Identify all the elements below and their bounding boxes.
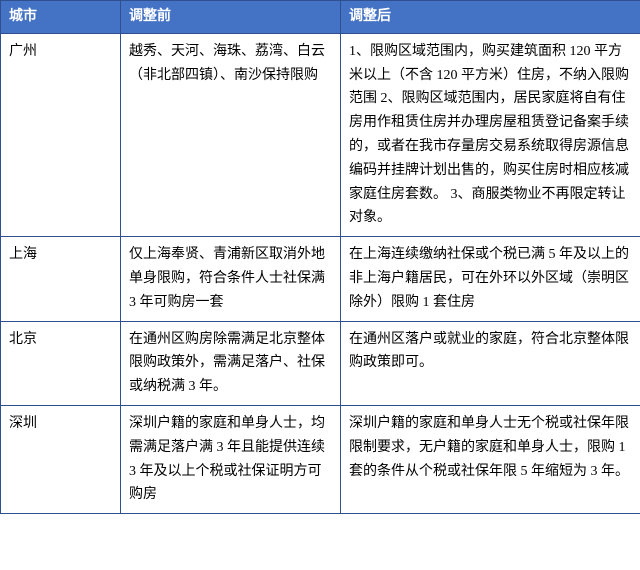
table-row: 上海 仅上海奉贤、青浦新区取消外地单身限购，符合条件人士社保满 3 年可购房一套… xyxy=(1,237,640,321)
policy-table: 城市 调整前 调整后 广州 越秀、天河、海珠、荔湾、白云（非北部四镇）、南沙保持… xyxy=(0,0,640,514)
cell-city: 上海 xyxy=(1,237,121,321)
cell-before: 仅上海奉贤、青浦新区取消外地单身限购，符合条件人士社保满 3 年可购房一套 xyxy=(121,237,341,321)
policy-table-wrap: 城市 调整前 调整后 广州 越秀、天河、海珠、荔湾、白云（非北部四镇）、南沙保持… xyxy=(0,0,640,514)
cell-before: 在通州区购房除需满足北京整体限购政策外，需满足落户、社保或纳税满 3 年。 xyxy=(121,321,341,405)
header-row: 城市 调整前 调整后 xyxy=(1,1,640,34)
cell-city: 北京 xyxy=(1,321,121,405)
col-header-before: 调整前 xyxy=(121,1,341,34)
table-head: 城市 调整前 调整后 xyxy=(1,1,640,34)
table-row: 北京 在通州区购房除需满足北京整体限购政策外，需满足落户、社保或纳税满 3 年。… xyxy=(1,321,640,405)
cell-before: 深圳户籍的家庭和单身人士，均需满足落户满 3 年且能提供连续 3 年及以上个税或… xyxy=(121,405,341,513)
table-body: 广州 越秀、天河、海珠、荔湾、白云（非北部四镇）、南沙保持限购 1、限购区域范围… xyxy=(1,33,640,513)
col-header-after: 调整后 xyxy=(341,1,640,34)
cell-after: 在通州区落户或就业的家庭，符合北京整体限购政策即可。 xyxy=(341,321,640,405)
cell-after: 深圳户籍的家庭和单身人士无个税或社保年限限制要求，无户籍的家庭和单身人士，限购 … xyxy=(341,405,640,513)
cell-after: 1、限购区域范围内，购买建筑面积 120 平方米以上（不含 120 平方米）住房… xyxy=(341,33,640,236)
cell-city: 深圳 xyxy=(1,405,121,513)
col-header-city: 城市 xyxy=(1,1,121,34)
cell-city: 广州 xyxy=(1,33,121,236)
table-row: 广州 越秀、天河、海珠、荔湾、白云（非北部四镇）、南沙保持限购 1、限购区域范围… xyxy=(1,33,640,236)
cell-after: 在上海连续缴纳社保或个税已满 5 年及以上的非上海户籍居民，可在外环以外区域（崇… xyxy=(341,237,640,321)
cell-before: 越秀、天河、海珠、荔湾、白云（非北部四镇）、南沙保持限购 xyxy=(121,33,341,236)
table-row: 深圳 深圳户籍的家庭和单身人士，均需满足落户满 3 年且能提供连续 3 年及以上… xyxy=(1,405,640,513)
